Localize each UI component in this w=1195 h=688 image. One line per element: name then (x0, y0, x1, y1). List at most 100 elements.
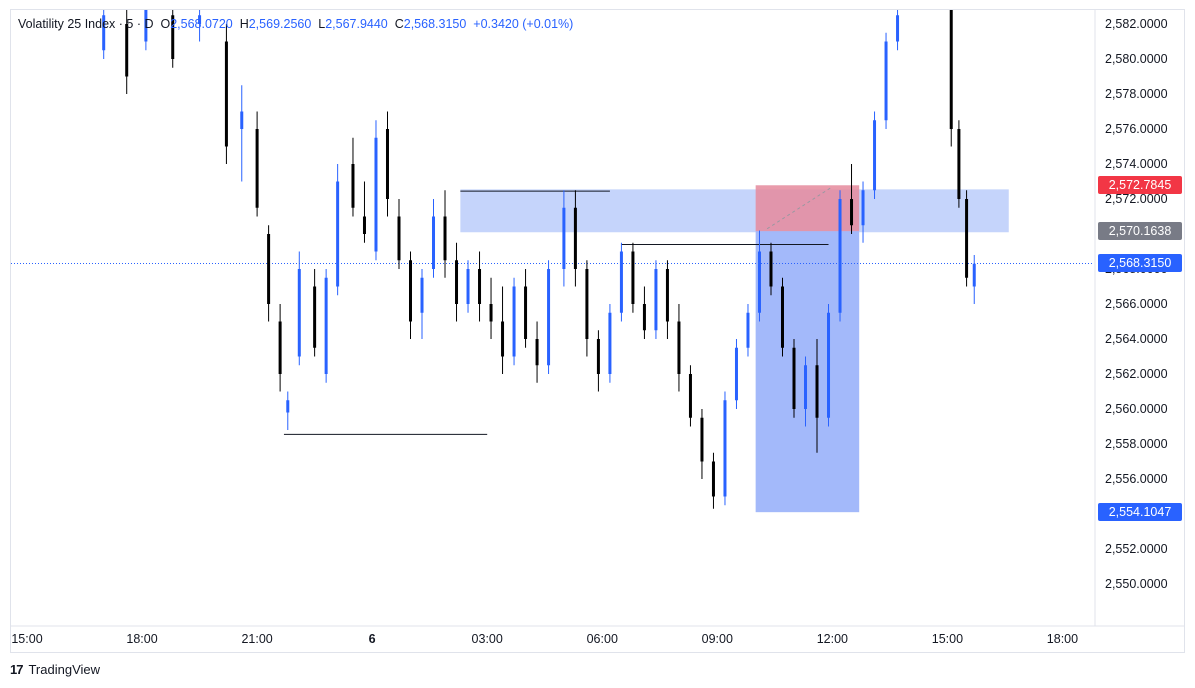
candle-body-12 (313, 286, 317, 348)
x-tick-label: 21:00 (241, 632, 272, 646)
candle-body-66 (972, 263, 976, 287)
candle-body-15 (351, 164, 355, 208)
candle-body-28 (501, 321, 505, 357)
candle-body-0 (102, 15, 106, 51)
x-tick-label: 09:00 (702, 632, 733, 646)
candle-body-44 (688, 374, 692, 418)
y-tick-label: 2,580.0000 (1105, 52, 1168, 66)
x-tick-label: 15:00 (932, 632, 963, 646)
candle-body-23 (443, 216, 447, 261)
candle-body-32 (547, 269, 551, 366)
candle-body-48 (734, 347, 738, 401)
close-value: 2,568.3150 (403, 17, 467, 31)
candle-body-38 (619, 251, 623, 313)
candle-body-8 (267, 234, 271, 304)
high-value: 2,569.2560 (248, 17, 312, 31)
candle-body-1 (125, 24, 129, 77)
candle-body-17 (374, 137, 378, 252)
candle-body-46 (711, 461, 715, 497)
y-tick-label: 2,556.0000 (1105, 472, 1168, 486)
candle-body-51 (769, 251, 773, 287)
x-tick-label: 18:00 (126, 632, 157, 646)
candle-body-18 (385, 129, 389, 199)
candle-body-5 (224, 41, 228, 147)
candle-body-53 (792, 347, 796, 409)
candle-body-41 (654, 269, 658, 331)
y-tick-label: 2,574.0000 (1105, 157, 1168, 171)
candle-body-20 (409, 260, 412, 322)
candle-body-4 (198, 15, 202, 24)
candle-body-22 (432, 216, 436, 269)
candle-body-55 (815, 365, 819, 418)
x-tick-label: 12:00 (817, 632, 848, 646)
change-value: +0.3420 (+0.01%) (473, 17, 574, 31)
y-tick-label: 2,552.0000 (1105, 542, 1168, 556)
candle-body-39 (631, 251, 635, 304)
candle-body-6 (240, 111, 244, 129)
brand-name: TradingView (28, 662, 101, 677)
candle-body-58 (850, 199, 854, 226)
low-label: L (318, 17, 326, 31)
candle-body-19 (397, 216, 401, 261)
candle-body-16 (362, 216, 366, 234)
candle-body-35 (585, 269, 589, 339)
interval[interactable]: 5 (126, 17, 134, 31)
candle-body-63 (949, 10, 953, 129)
symbol-name[interactable]: Volatility 25 Index (18, 17, 116, 31)
candle-body-2 (144, 10, 148, 42)
supply-zone (460, 189, 1009, 233)
plot-area[interactable] (11, 7, 1094, 513)
candle-body-27 (489, 304, 493, 322)
y-tick-label: 2,582.0000 (1105, 17, 1168, 31)
y-tick-label: 2,562.0000 (1105, 367, 1168, 381)
stop-zone (755, 185, 860, 232)
y-tick-label: 2,566.0000 (1105, 297, 1168, 311)
candle-body-14 (336, 181, 340, 287)
candle-body-29 (512, 286, 516, 357)
stop-price-label: 2,572.7845 (1098, 176, 1182, 195)
x-tick-label: 03:00 (472, 632, 503, 646)
candle-body-62 (896, 15, 900, 42)
candle-body-25 (466, 269, 470, 304)
entry-price-label: 2,570.1638 (1098, 222, 1182, 241)
candle-body-60 (873, 120, 877, 191)
y-tick-label: 2,558.0000 (1105, 437, 1168, 451)
candle-body-65 (965, 199, 969, 278)
target-zone (755, 231, 860, 513)
x-tick-label: 18:00 (1047, 632, 1078, 646)
tradingview-brand[interactable]: 17 TradingView (10, 662, 100, 677)
candle-body-45 (700, 417, 704, 462)
tradingview-logo-icon: 17 (10, 662, 24, 677)
high-label: H (239, 17, 249, 31)
low-value: 2,567.9440 (325, 17, 388, 31)
candle-body-54 (804, 365, 808, 409)
candle-body-52 (780, 286, 784, 348)
candle-body-61 (884, 41, 888, 121)
candle-body-33 (562, 207, 566, 269)
candle-body-34 (573, 207, 577, 269)
candle-body-57 (838, 199, 842, 313)
candle-body-43 (677, 321, 681, 374)
candle-body-11 (297, 269, 301, 357)
candle-body-24 (455, 260, 459, 304)
y-tick-label: 2,576.0000 (1105, 122, 1168, 136)
last-price-label: 2,568.3150 (1098, 254, 1182, 273)
close-label: C (394, 17, 404, 31)
candle-body-30 (524, 286, 528, 339)
entry-to-stop-dashed-line (766, 186, 833, 230)
candle-body-3 (171, 15, 175, 59)
candle-body-42 (665, 269, 669, 322)
candle-body-56 (827, 312, 831, 418)
candle-body-36 (596, 339, 600, 374)
target-price-label: 2,554.1047 (1098, 503, 1182, 522)
candle-body-21 (420, 277, 424, 313)
x-tick-label: 06:00 (587, 632, 618, 646)
chart-frame (10, 9, 1185, 653)
x-tick-label: 15:00 (11, 632, 42, 646)
candle-body-7 (255, 129, 259, 208)
candle-body-47 (723, 400, 727, 497)
y-tick-label: 2,560.0000 (1105, 402, 1168, 416)
y-tick-label: 2,572.0000 (1105, 192, 1168, 206)
candle-body-49 (746, 312, 750, 348)
